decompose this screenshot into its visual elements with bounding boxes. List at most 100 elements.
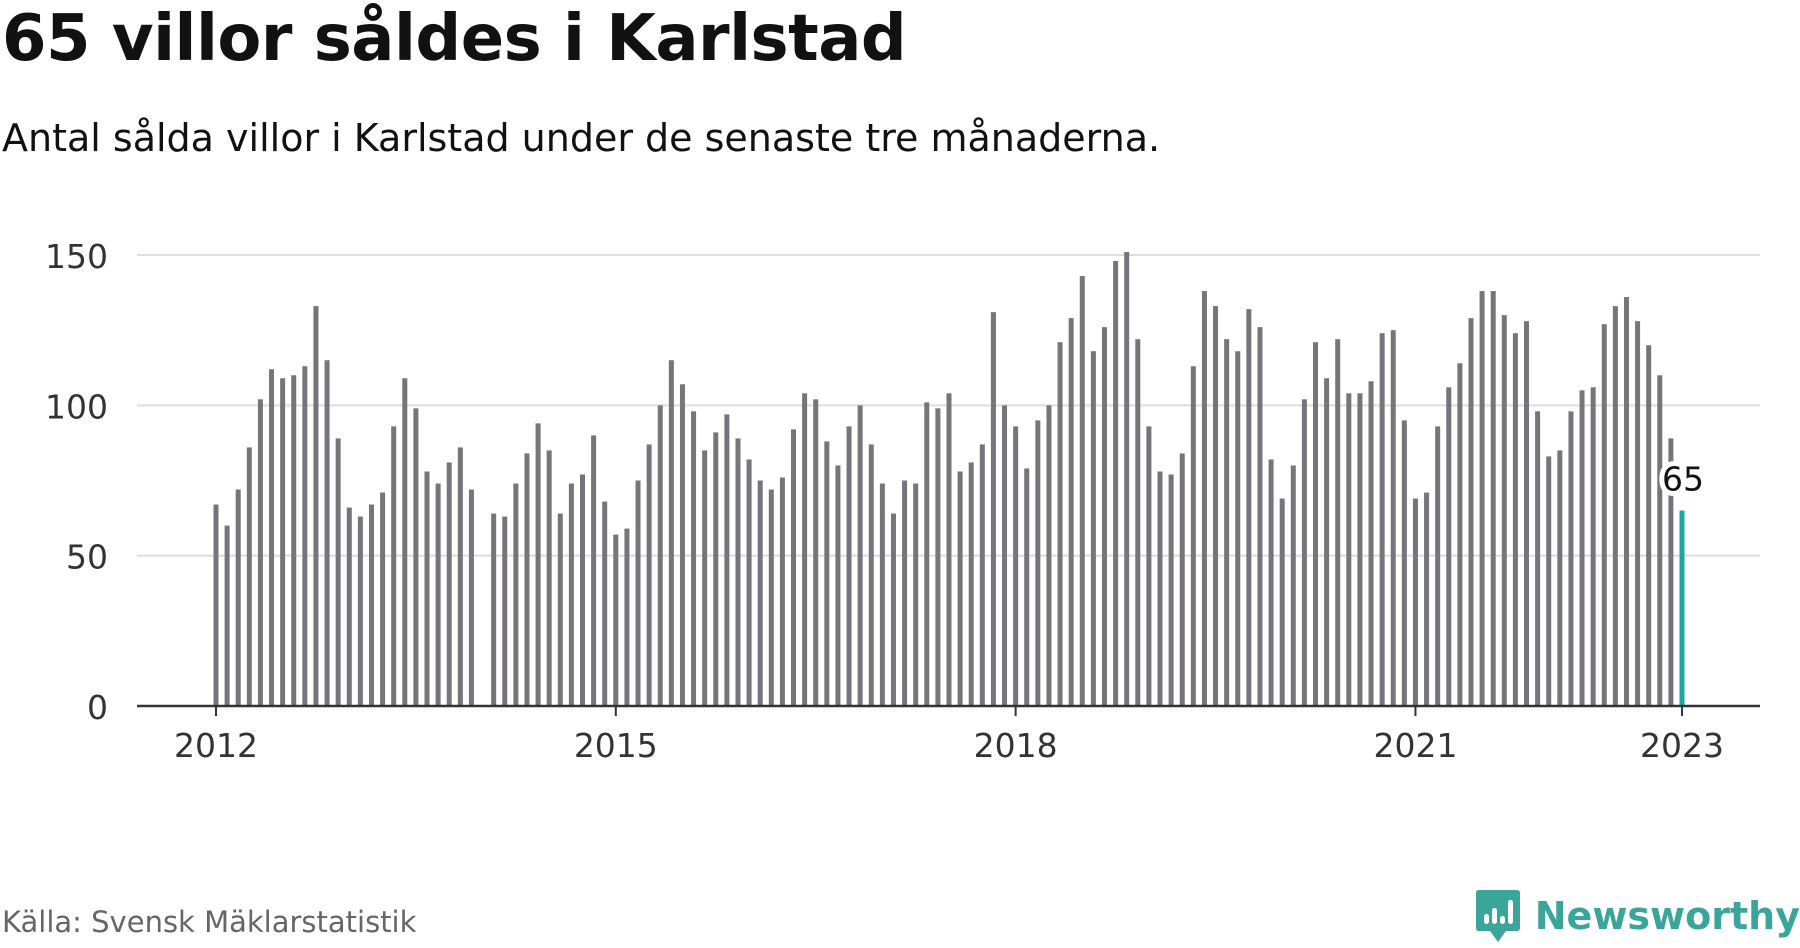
- bars: [213, 251, 1685, 706]
- bar: [702, 450, 708, 706]
- bar: [1257, 327, 1263, 706]
- bar: [968, 462, 974, 706]
- x-tick-label: 2023: [1640, 726, 1724, 765]
- bar: [979, 444, 985, 706]
- x-tick-label: 2018: [974, 726, 1058, 765]
- bar: [1590, 387, 1596, 706]
- bar: [868, 444, 874, 706]
- bar: [235, 489, 241, 706]
- bar: [1568, 411, 1574, 706]
- bar: [913, 483, 919, 706]
- brand-logo[interactable]: Newsworthy: [1475, 888, 1800, 944]
- bar: [1235, 351, 1241, 706]
- bar: [1168, 474, 1174, 706]
- bar: [491, 513, 497, 706]
- bar: [1090, 351, 1096, 706]
- bar: [1057, 342, 1063, 706]
- bar: [1646, 345, 1652, 706]
- bar: [1635, 321, 1641, 706]
- bar: [1079, 276, 1085, 706]
- bar: [924, 402, 930, 706]
- bar: [1268, 459, 1274, 706]
- bar: [1135, 339, 1141, 706]
- bar: [691, 411, 697, 706]
- bar: [757, 480, 763, 706]
- bar: [1279, 498, 1285, 706]
- bar: [257, 399, 263, 706]
- bar: [368, 504, 374, 706]
- bar: [1524, 321, 1530, 706]
- x-axis: 2012 2015 2018 2021 2023: [137, 704, 1760, 765]
- bar: [435, 483, 441, 706]
- x-tick-label: 2015: [574, 726, 658, 765]
- data-label-halo: 65: [1662, 460, 1704, 499]
- bar: [735, 438, 741, 706]
- bar: [1146, 426, 1152, 706]
- bar: [1301, 399, 1307, 706]
- bar: [357, 516, 363, 706]
- bar: [846, 426, 852, 706]
- bar: [1457, 363, 1463, 706]
- bar: [713, 432, 719, 706]
- bar: [902, 480, 908, 706]
- brand-name: Newsworthy: [1534, 894, 1800, 938]
- bar: [746, 459, 752, 706]
- bar: [835, 465, 841, 706]
- bar: [1201, 291, 1207, 706]
- bar: [1157, 471, 1163, 706]
- bar: [1357, 393, 1363, 706]
- bar: [624, 528, 630, 706]
- bar: [1046, 405, 1052, 706]
- bar: [813, 399, 819, 706]
- bar: [791, 429, 797, 706]
- bar: [346, 507, 352, 706]
- bar: [1512, 333, 1518, 706]
- bar: [1324, 378, 1330, 706]
- bar: [580, 474, 585, 706]
- bar: [568, 483, 574, 706]
- bar: [1335, 339, 1341, 706]
- bar: [613, 534, 619, 706]
- bar: [824, 441, 830, 706]
- bar: [246, 447, 252, 706]
- bar: [591, 435, 597, 706]
- bar: [557, 513, 563, 706]
- bar: [1657, 375, 1663, 706]
- x-tick-label: 2021: [1373, 726, 1457, 765]
- bar: [1623, 297, 1629, 706]
- y-tick-label: 0: [87, 688, 108, 727]
- bar: [1490, 291, 1496, 706]
- bar: [413, 408, 419, 706]
- bar: [657, 405, 663, 706]
- bar: [213, 504, 219, 706]
- bar: [679, 384, 685, 706]
- bar: [1068, 318, 1074, 706]
- source-note: Källa: Svensk Mäklarstatistik: [2, 905, 417, 939]
- bar: [1546, 456, 1552, 706]
- bar: [402, 378, 408, 706]
- y-tick-label: 50: [66, 538, 108, 577]
- bar: [1468, 318, 1474, 706]
- bar: [1601, 324, 1607, 706]
- bar: [802, 393, 808, 706]
- bar: [1179, 453, 1185, 706]
- bar: [291, 375, 297, 706]
- bar: [391, 426, 397, 706]
- bar: [524, 453, 530, 706]
- x-tick-label: 2012: [174, 726, 258, 765]
- bar: [535, 423, 541, 706]
- bar: [990, 312, 996, 706]
- bar: [1446, 387, 1452, 706]
- bar: [879, 483, 885, 706]
- bar: [1435, 426, 1441, 706]
- bar: [1479, 291, 1485, 706]
- bar: [1412, 498, 1418, 706]
- bar: [513, 483, 519, 706]
- bar: [1213, 306, 1219, 706]
- chart-title: 65 villor såldes i Karlstad: [2, 2, 907, 76]
- chart-subtitle: Antal sålda villor i Karlstad under de s…: [2, 116, 1161, 160]
- bar: [313, 306, 319, 706]
- bar: [1501, 315, 1507, 706]
